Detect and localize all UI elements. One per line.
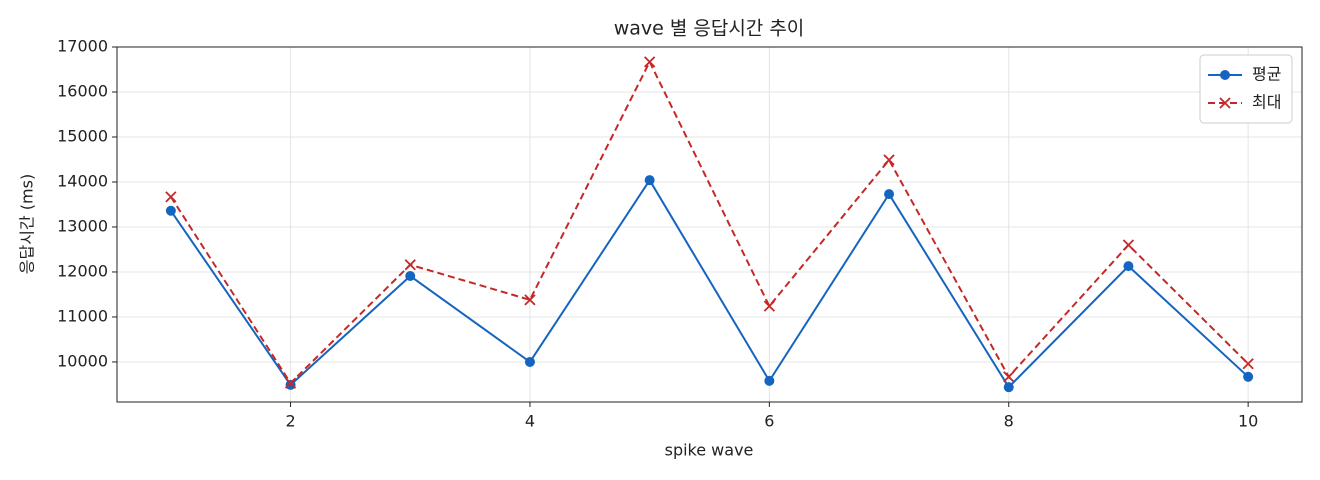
- marker: [404, 259, 416, 271]
- x-tick-label: 6: [764, 412, 774, 431]
- marker: [285, 379, 296, 390]
- y-tick-label: 11000: [57, 306, 108, 325]
- marker: [1219, 97, 1231, 109]
- marker: [1243, 371, 1254, 382]
- x-tick-label: 2: [285, 412, 295, 431]
- series-line: [170, 178, 1249, 389]
- marker: [763, 300, 775, 312]
- y-tick-label: 17000: [57, 37, 108, 56]
- x-tick-label: 8: [1004, 412, 1014, 431]
- y-tick-label: 16000: [57, 81, 108, 100]
- legend-label: 최대: [1252, 93, 1281, 112]
- marker: [1123, 261, 1134, 272]
- x-tick-label: 4: [525, 412, 535, 431]
- x-axis-label: spike wave: [665, 441, 754, 460]
- marker: [524, 356, 535, 367]
- series-line: [170, 59, 1249, 385]
- y-tick-label: 10000: [57, 351, 108, 370]
- marker: [883, 154, 895, 166]
- marker: [1003, 382, 1014, 393]
- marker: [1220, 70, 1230, 80]
- marker: [284, 377, 297, 389]
- y-tick-label: 12000: [57, 261, 108, 280]
- marker: [884, 189, 895, 200]
- x-tick-label: 10: [1238, 412, 1258, 431]
- marker: [1122, 239, 1135, 251]
- marker: [165, 191, 177, 203]
- y-axis-label: 응답시간 (ms): [18, 174, 37, 274]
- marker: [644, 56, 656, 68]
- marker: [644, 175, 655, 186]
- chart-title: wave 별 응답시간 추이: [614, 18, 805, 40]
- marker: [405, 271, 416, 282]
- marker: [1242, 358, 1254, 370]
- marker: [165, 205, 176, 216]
- marker: [524, 294, 536, 306]
- legend-label: 평균: [1252, 65, 1281, 84]
- marker: [1003, 371, 1015, 383]
- y-tick-label: 15000: [57, 126, 108, 145]
- marker: [764, 375, 775, 386]
- y-tick-label: 13000: [57, 216, 108, 235]
- y-tick-label: 14000: [57, 171, 108, 190]
- plot-frame: [116, 46, 1303, 403]
